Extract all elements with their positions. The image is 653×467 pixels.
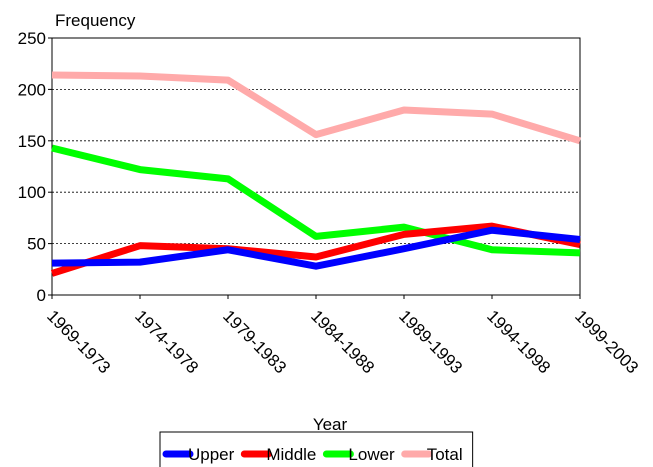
legend-label: Total [427,445,463,464]
y-tick-label: 150 [18,132,46,151]
x-tick-label: 1999-2003 [571,306,642,377]
y-tick-label: 250 [18,29,46,48]
x-tick-label: 1989-1993 [395,306,466,377]
x-tick-label: 1994-1998 [483,306,554,377]
y-tick-label: 0 [37,286,46,305]
y-tick-label: 100 [18,183,46,202]
y-tick-label: 200 [18,80,46,99]
legend-label: Upper [188,445,235,464]
series-line [51,144,581,257]
legend: Upper Middle Lower Total [159,431,474,467]
y-axis-label: Frequency [55,11,136,30]
x-tick-label: 1969-1973 [43,306,114,377]
series-line [51,71,582,145]
legend-label: Middle [266,445,316,464]
x-tick-label: 1974-1978 [131,306,202,377]
series-line [51,226,581,270]
y-tick-label: 50 [27,235,46,254]
x-axis-label: Year [313,415,348,434]
legend-box [159,431,474,467]
legend-label: Lower [348,445,395,464]
x-tick-label: 1984-1988 [307,306,378,377]
series-line [50,222,581,277]
x-tick-label: 1979-1983 [219,306,290,377]
